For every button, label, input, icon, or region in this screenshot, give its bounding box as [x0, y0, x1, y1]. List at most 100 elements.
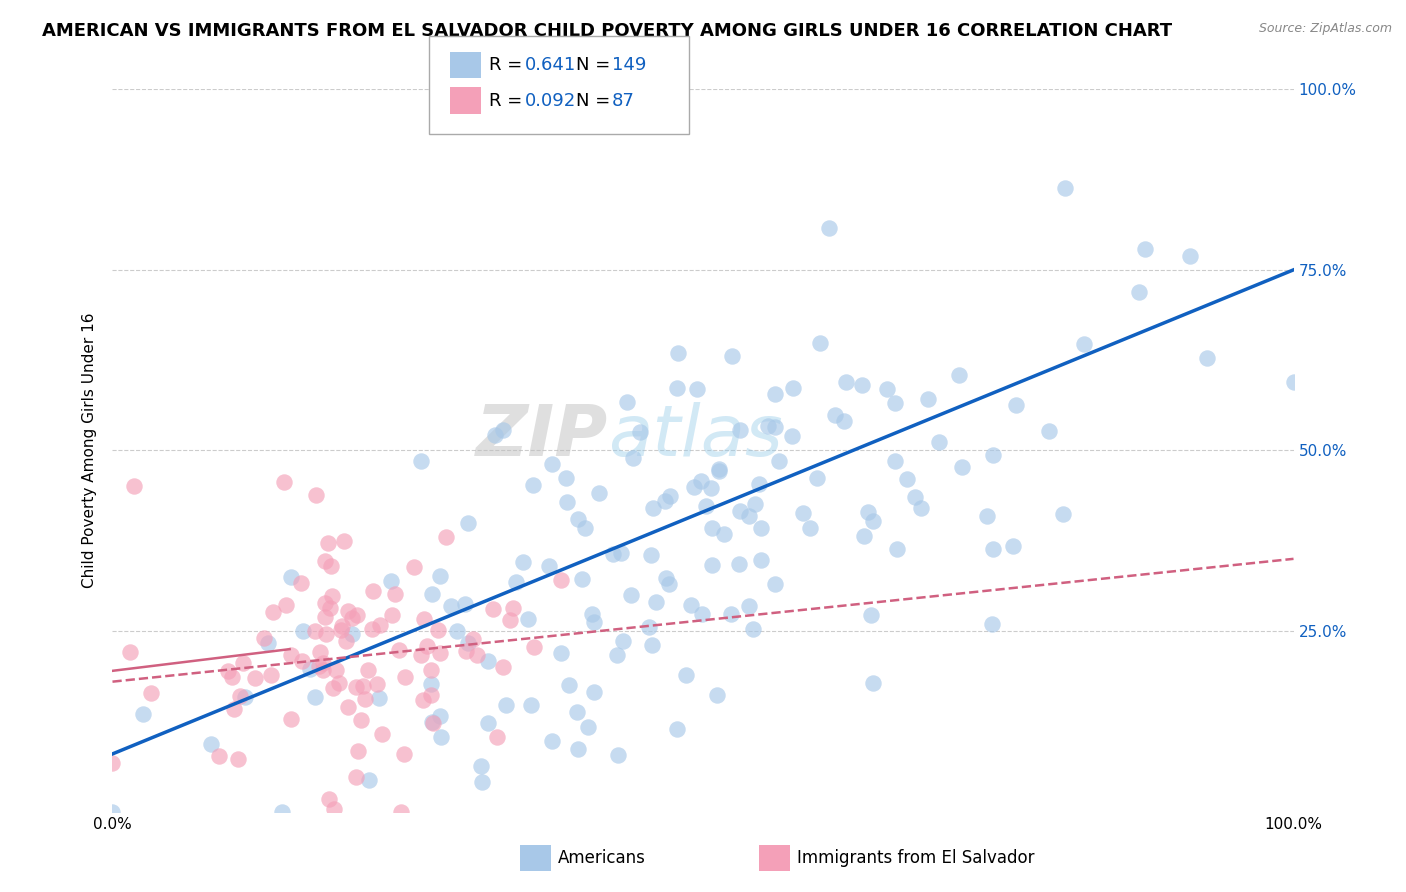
Point: [1282, 375, 1305, 389]
Point: [312, 656, 335, 670]
Point: [492, 660, 515, 674]
Point: [583, 615, 606, 630]
Point: [616, 395, 638, 409]
Point: [835, 376, 858, 390]
Point: [763, 577, 786, 591]
Point: [260, 667, 283, 681]
Point: [706, 688, 728, 702]
Point: [641, 638, 664, 652]
Point: [381, 608, 404, 623]
Point: [728, 423, 751, 437]
Point: [391, 805, 413, 819]
Point: [273, 475, 295, 489]
Point: [318, 600, 340, 615]
Point: [484, 428, 506, 442]
Point: [429, 646, 451, 660]
Point: [323, 802, 346, 816]
Point: [655, 571, 678, 585]
Point: [280, 712, 302, 726]
Point: [461, 632, 484, 646]
Text: 87: 87: [612, 92, 634, 110]
Point: [1054, 181, 1077, 195]
Point: [517, 612, 540, 626]
Point: [763, 387, 786, 401]
Point: [312, 663, 335, 677]
Point: [859, 608, 882, 623]
Point: [354, 691, 377, 706]
Point: [368, 690, 391, 705]
Point: [419, 689, 441, 703]
Point: [420, 714, 443, 729]
Point: [252, 631, 274, 645]
Point: [304, 690, 326, 704]
Point: [429, 709, 451, 723]
Point: [681, 598, 703, 612]
Point: [470, 759, 492, 773]
Point: [280, 648, 302, 663]
Point: [371, 727, 394, 741]
Point: [818, 220, 841, 235]
Text: ZIP: ZIP: [477, 401, 609, 470]
Point: [492, 423, 515, 437]
Point: [465, 648, 488, 662]
Point: [557, 677, 579, 691]
Point: [876, 382, 898, 396]
Point: [420, 677, 443, 691]
Text: 0.641: 0.641: [524, 56, 575, 74]
Point: [404, 560, 426, 574]
Point: [666, 346, 689, 360]
Point: [700, 521, 723, 535]
Point: [495, 698, 517, 712]
Point: [609, 546, 631, 560]
Point: [411, 648, 433, 662]
Point: [1002, 539, 1025, 553]
Point: [131, 706, 153, 721]
Point: [695, 499, 717, 513]
Point: [763, 419, 786, 434]
Point: [1073, 336, 1095, 351]
Point: [742, 622, 765, 636]
Point: [1052, 507, 1074, 521]
Point: [683, 480, 706, 494]
Point: [290, 575, 312, 590]
Point: [314, 554, 336, 568]
Point: [101, 805, 124, 819]
Point: [659, 489, 682, 503]
Point: [245, 671, 267, 685]
Point: [305, 488, 328, 502]
Point: [139, 686, 162, 700]
Point: [780, 428, 803, 442]
Point: [337, 700, 360, 714]
Point: [606, 648, 628, 662]
Point: [896, 472, 918, 486]
Point: [409, 454, 432, 468]
Point: [851, 377, 873, 392]
Point: [856, 506, 879, 520]
Text: Source: ZipAtlas.com: Source: ZipAtlas.com: [1258, 22, 1392, 36]
Point: [707, 462, 730, 476]
Point: [392, 747, 415, 761]
Point: [502, 601, 524, 615]
Point: [571, 572, 593, 586]
Point: [446, 624, 468, 639]
Point: [229, 689, 252, 703]
Point: [645, 595, 668, 609]
Text: R =: R =: [489, 56, 529, 74]
Point: [387, 642, 409, 657]
Point: [440, 599, 463, 613]
Point: [350, 714, 373, 728]
Point: [271, 805, 294, 819]
Point: [384, 587, 406, 601]
Point: [852, 529, 875, 543]
Point: [256, 636, 278, 650]
Point: [380, 574, 402, 588]
Text: Americans: Americans: [558, 849, 647, 867]
Point: [1005, 398, 1028, 412]
Point: [728, 557, 751, 571]
Point: [1128, 285, 1150, 299]
Point: [883, 396, 905, 410]
Point: [291, 624, 314, 639]
Point: [883, 453, 905, 467]
Point: [200, 737, 222, 751]
Point: [1195, 351, 1218, 365]
